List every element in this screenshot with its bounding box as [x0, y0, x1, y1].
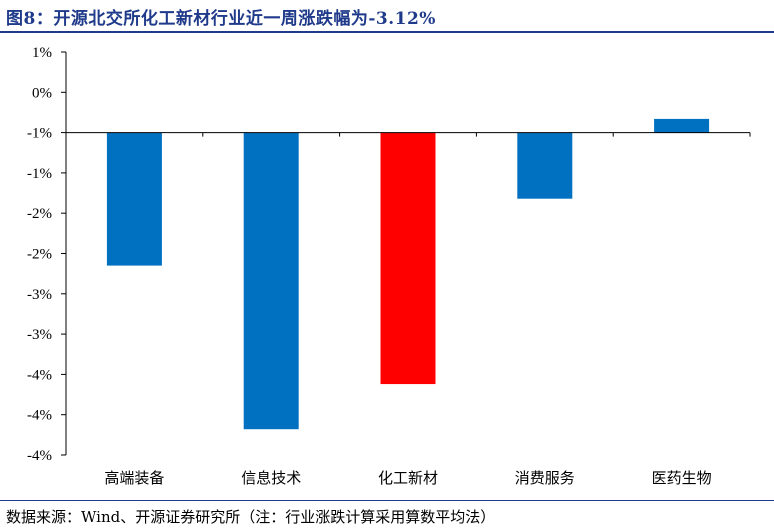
y-tick-label-1: 0%	[32, 85, 52, 101]
bar-3	[380, 132, 436, 385]
y-tick-label-0: 1%	[32, 45, 52, 61]
bar-1	[106, 132, 162, 266]
y-tick-label-6: -3%	[27, 287, 52, 303]
y-tick-label-8: -4%	[27, 367, 52, 383]
category-label-2: 信息技术	[241, 469, 301, 487]
category-label-4: 消费服务	[515, 469, 575, 487]
y-tick-label-9: -4%	[27, 408, 52, 424]
bar-4	[517, 132, 573, 199]
category-label-3: 化工新材	[378, 469, 438, 487]
title-divider	[0, 31, 774, 33]
y-tick-label-3: -1%	[27, 166, 52, 182]
bar-5	[654, 118, 710, 133]
y-tick-label-7: -3%	[27, 327, 52, 343]
category-label-1: 高端装备	[104, 469, 164, 487]
y-tick-label-10: -4%	[27, 448, 52, 464]
y-tick-label-4: -2%	[27, 206, 52, 222]
bar-chart: 1% 0% -1% -1% -2% -2% -3% -3% -4% -4% -4% 高端装备 信息技术…	[27, 45, 751, 487]
y-tick-label-5: -2%	[27, 247, 52, 263]
chart-title: 图8：开源北交所化工新材行业近一周涨跌幅为-3.12%	[6, 9, 436, 29]
footer-divider	[0, 500, 774, 501]
bar-2	[243, 132, 299, 430]
category-label-5: 医药生物	[652, 469, 712, 487]
y-tick-label-2: -1%	[27, 126, 52, 142]
source-note: 数据来源：Wind、开源证券研究所（注：行业涨跌计算采用算数平均法）	[6, 508, 496, 526]
